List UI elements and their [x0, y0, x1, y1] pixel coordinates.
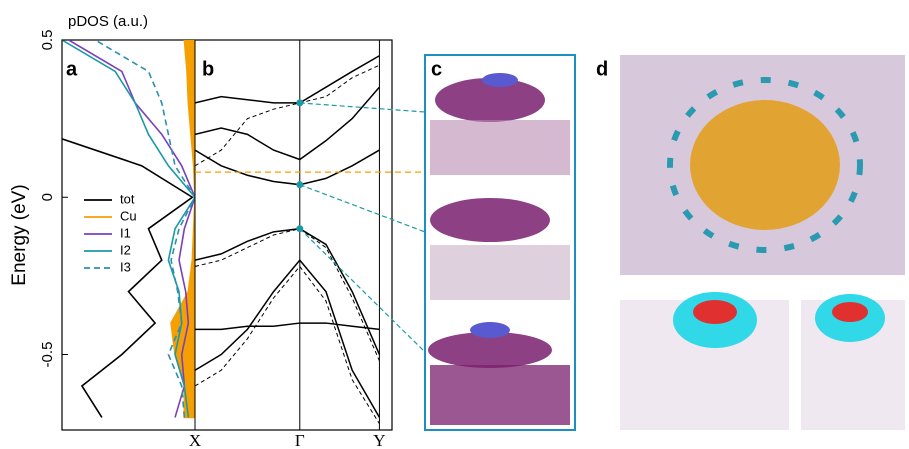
legend-label: Cu — [120, 208, 137, 223]
highlight-point — [296, 225, 303, 232]
y-tick-label: 0 — [39, 193, 56, 201]
band — [195, 87, 379, 159]
panel-label: d — [596, 58, 608, 80]
x-axis-label: pDOS (a.u.) — [68, 13, 148, 30]
band — [195, 229, 379, 361]
legend-label: I1 — [120, 225, 131, 240]
panel-label: a — [66, 58, 78, 80]
y-tick-label: 0.5 — [39, 30, 56, 51]
x-tick-label: Γ — [295, 431, 305, 449]
panel-d — [620, 55, 905, 430]
highlight-point — [296, 99, 303, 106]
bands-plot — [195, 56, 379, 424]
connector — [300, 185, 425, 232]
legend-label: I3 — [120, 259, 131, 274]
x-tick-label: Y — [373, 431, 385, 449]
legend-label: tot — [120, 191, 135, 206]
band — [195, 56, 379, 103]
legend-label: I2 — [120, 242, 131, 257]
band — [195, 323, 379, 329]
figure: pDOS (a.u.) Energy (eV) a b c d -0.5 0 0.5… — [0, 0, 909, 449]
plot-frame — [62, 40, 392, 430]
x-tick-label: X — [189, 431, 201, 449]
y-axis-label: Energy (eV) — [9, 184, 30, 285]
connector — [300, 229, 425, 352]
band — [195, 65, 379, 166]
panel-c — [425, 55, 575, 430]
y-tick-label: -0.5 — [39, 342, 56, 368]
page: pDOS (a.u.) Energy (eV) a b c d -0.5 0 0.5… — [0, 0, 909, 449]
highlight-point — [296, 181, 303, 188]
panel-label: b — [202, 58, 214, 80]
panel-label: c — [431, 58, 442, 80]
band — [195, 260, 379, 417]
band — [195, 229, 379, 355]
